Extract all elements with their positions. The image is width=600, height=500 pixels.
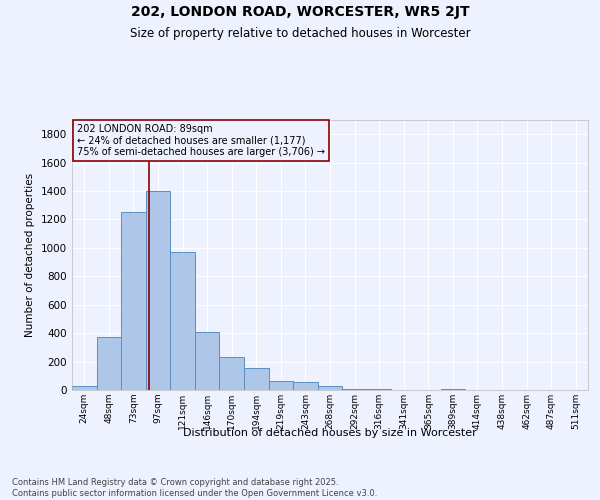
Text: 202 LONDON ROAD: 89sqm
← 24% of detached houses are smaller (1,177)
75% of semi-: 202 LONDON ROAD: 89sqm ← 24% of detached… [77,124,325,157]
Bar [440,388,465,390]
Text: Contains HM Land Registry data © Crown copyright and database right 2025.
Contai: Contains HM Land Registry data © Crown c… [12,478,377,498]
Bar [244,368,269,390]
Bar [146,191,170,390]
Text: Size of property relative to detached houses in Worcester: Size of property relative to detached ho… [130,28,470,40]
Bar [318,386,342,390]
Bar [293,382,318,390]
Bar [170,252,195,390]
Bar [220,358,244,390]
Bar [195,332,220,390]
Bar [121,212,146,390]
Text: 202, LONDON ROAD, WORCESTER, WR5 2JT: 202, LONDON ROAD, WORCESTER, WR5 2JT [131,5,469,19]
Bar [72,386,97,390]
Y-axis label: Number of detached properties: Number of detached properties [25,173,35,337]
Bar [269,382,293,390]
Bar [367,388,391,390]
Text: Distribution of detached houses by size in Worcester: Distribution of detached houses by size … [183,428,477,438]
Bar [97,338,121,390]
